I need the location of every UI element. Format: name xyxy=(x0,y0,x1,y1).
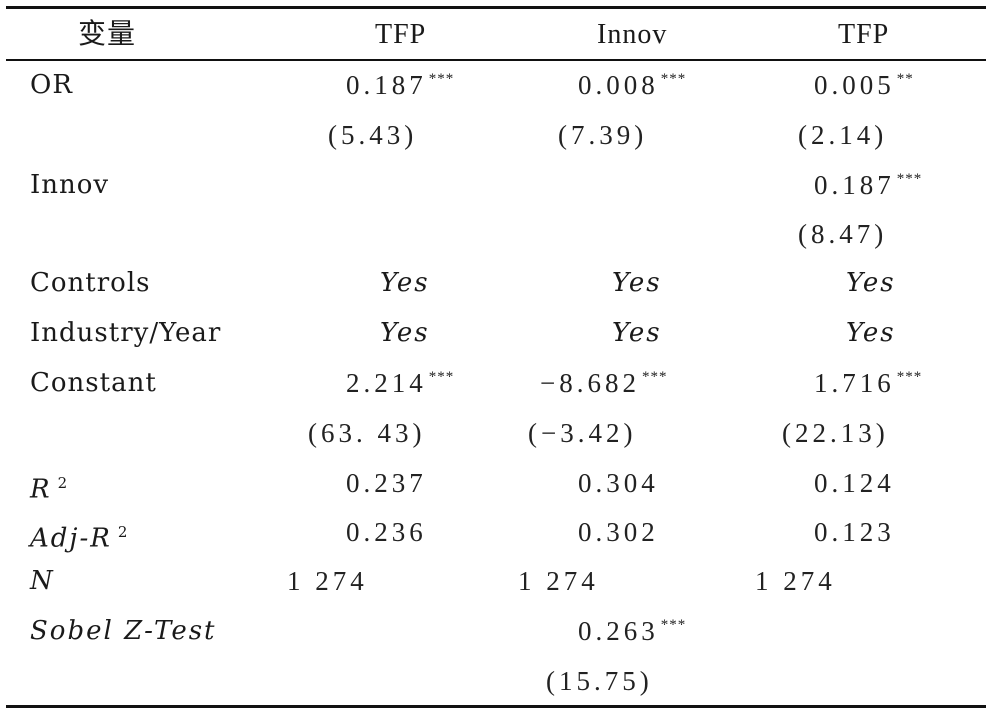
controls-col1: Yes xyxy=(380,268,430,298)
or-col1-value: 0.187 xyxy=(346,70,427,100)
or-col2-value: 0.008 xyxy=(578,70,659,100)
constant-col1-stars: *** xyxy=(428,369,455,385)
header-rule xyxy=(6,59,986,61)
constant-col2-coef: −8.682 *** xyxy=(540,368,667,403)
row-label-industry-year: Industry/Year xyxy=(30,318,222,348)
or-col2-coef: 0.008 *** xyxy=(578,70,686,105)
r2-superscript: 2 xyxy=(57,474,70,492)
r2-col2: 0.304 xyxy=(578,468,659,498)
controls-col3: Yes xyxy=(846,268,896,298)
adj-r2-superscript: 2 xyxy=(117,523,130,541)
innov-col3-stars: *** xyxy=(896,171,923,187)
n-col3: 1 274 xyxy=(755,566,836,596)
r2-col1: 0.237 xyxy=(346,468,427,498)
r2-col3: 0.124 xyxy=(814,468,895,498)
adj-r2-col3: 0.123 xyxy=(814,517,895,547)
sobel-col2-value: 0.263 xyxy=(578,616,659,646)
or-col3-stars: ** xyxy=(896,71,914,87)
adj-r2-col2: 0.302 xyxy=(578,517,659,547)
controls-col2: Yes xyxy=(612,268,662,298)
header-variable: 变量 xyxy=(78,19,137,50)
constant-col2-stars: *** xyxy=(641,369,668,385)
header-col2: Innov xyxy=(597,19,668,50)
innov-col3-coef: 0.187 *** xyxy=(814,170,922,205)
industry-year-col1: Yes xyxy=(380,318,430,348)
constant-col1-coef: 2.214 *** xyxy=(346,368,454,403)
or-col3-tstat: (2.14) xyxy=(798,120,888,150)
or-col3-coef: 0.005 ** xyxy=(814,70,914,105)
header-col1: TFP xyxy=(375,19,427,50)
header-col3: TFP xyxy=(838,19,890,50)
adj-r2-label-text: Adj-R xyxy=(30,523,112,554)
industry-year-col2: Yes xyxy=(612,318,662,348)
adj-r2-col1: 0.236 xyxy=(346,517,427,547)
constant-col3-value: 1.716 xyxy=(814,368,895,398)
constant-col2-value: −8.682 xyxy=(540,368,640,398)
sobel-col2-tstat: (15.75) xyxy=(546,666,653,696)
or-col1-stars: *** xyxy=(428,71,455,87)
sobel-col2-stars: *** xyxy=(660,617,687,633)
r2-label-text: R xyxy=(30,474,52,505)
or-col1-coef: 0.187 *** xyxy=(346,70,454,105)
row-label-innov: Innov xyxy=(30,170,110,200)
constant-col2-tstat: (−3.42) xyxy=(528,418,637,448)
bottom-rule xyxy=(6,705,986,708)
constant-col3-coef: 1.716 *** xyxy=(814,368,922,403)
constant-col3-stars: *** xyxy=(896,369,923,385)
industry-year-col3: Yes xyxy=(846,318,896,348)
constant-col3-tstat: (22.13) xyxy=(782,418,889,448)
row-label-constant: Constant xyxy=(30,368,157,398)
or-col1-tstat: (5.43) xyxy=(328,120,418,150)
sobel-col2-coef: 0.263 *** xyxy=(578,616,686,651)
row-label-sobel: Sobel Z-Test xyxy=(30,616,217,646)
innov-col3-value: 0.187 xyxy=(814,170,895,200)
innov-col3-tstat: (8.47) xyxy=(798,219,888,249)
constant-col1-value: 2.214 xyxy=(346,368,427,398)
row-label-adj-r2: Adj-R 2 xyxy=(30,517,129,554)
row-label-controls: Controls xyxy=(30,268,151,298)
or-col2-tstat: (7.39) xyxy=(558,120,648,150)
or-col2-stars: *** xyxy=(660,71,687,87)
or-col3-value: 0.005 xyxy=(814,70,895,100)
row-label-or: OR xyxy=(30,70,73,100)
constant-col1-tstat: (63. 43) xyxy=(308,418,426,448)
n-col2: 1 274 xyxy=(518,566,599,596)
row-label-n: N xyxy=(30,566,55,596)
top-rule xyxy=(6,6,986,9)
n-col1: 1 274 xyxy=(287,566,368,596)
